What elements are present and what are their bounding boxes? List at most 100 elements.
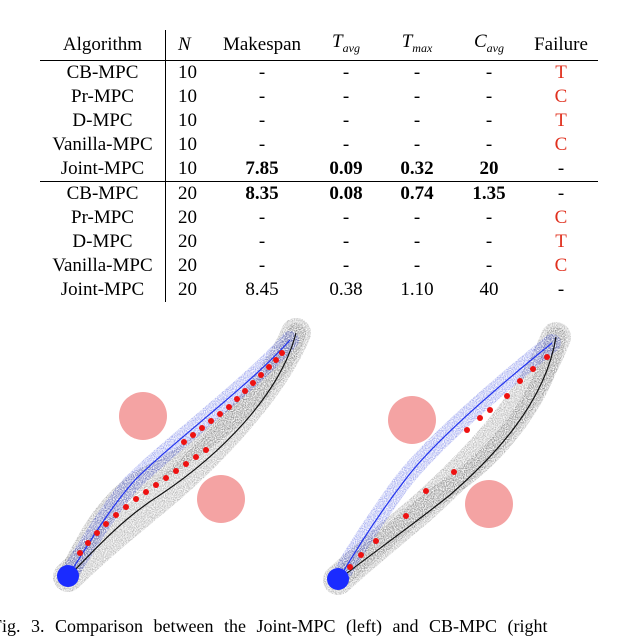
cell-makespan: - [258,254,266,276]
cell-failure: T [555,230,567,252]
cell-makespan: - [258,133,266,155]
right-panel [323,322,571,595]
cell-failure: - [557,278,565,300]
cell-makespan: - [258,206,266,228]
cell-tavg: - [342,230,350,252]
left-panel [53,318,311,592]
cell-tmax: - [413,254,421,276]
right-obstacle-top [388,396,436,444]
header-tavg: Tavg [332,31,360,55]
table-row: Vanilla-MPC 10 - - - - C [40,132,598,157]
cell-n: 20 [178,278,197,300]
cell-tmax: - [413,85,421,107]
cell-algorithm: Joint-MPC [40,277,166,302]
results-table: Algorithm N Makespan Tavg Tmax Cavg Fail… [40,30,598,302]
right-black-path [337,336,557,581]
cell-tavg: - [342,133,350,155]
table-body: CB-MPC 10- - - - T Pr-MPC 10- - - - C D-MPC 10- - - - T Va… [40,60,598,302]
cell-tavg: 0.08 [312,180,380,206]
cell-failure: C [554,254,568,276]
table-row: D-MPC 10 - - - - T [40,108,598,133]
left-obstacle-bottom [197,475,245,523]
cell-tavg: 0.09 [329,157,363,179]
cell-n: 20 [178,254,197,276]
cell-algorithm: Vanilla-MPC [40,253,166,278]
header-tmax: Tmax [401,31,433,55]
cell-cavg: 40 [479,278,499,300]
table-row: D-MPC 20 - - - - T [40,229,598,254]
cell-failure: C [554,85,568,107]
cell-makespan: - [258,109,266,131]
cell-tavg: - [342,109,350,131]
cell-tmax: - [413,61,421,83]
cell-tavg: 0.38 [329,278,363,300]
cell-algorithm: Joint-MPC [40,156,166,182]
left-black-path [67,332,297,578]
left-obstacle-top [119,392,167,440]
cell-algorithm: CB-MPC [40,60,166,85]
cell-algorithm: Vanilla-MPC [40,132,166,157]
cell-cavg: - [485,61,493,83]
cell-tavg: - [342,85,350,107]
header-algorithm: Algorithm [40,30,166,61]
table-row: Vanilla-MPC 20 - - - - C [40,253,598,278]
cell-tmax: - [413,133,421,155]
table-row: Pr-MPC 10 - - - - C [40,84,598,109]
cell-failure: T [555,61,567,83]
left-waypoints [77,350,285,556]
cell-cavg: - [485,230,493,252]
cell-failure: C [554,133,568,155]
right-start-marker [327,568,349,590]
cell-n: 20 [165,180,212,206]
cell-tavg: - [342,61,350,83]
cell-makespan: - [258,85,266,107]
cell-algorithm: D-MPC [40,108,166,133]
cell-cavg: - [485,133,493,155]
right-obstacle-bottom [465,480,513,528]
cell-cavg: 1.35 [454,180,524,206]
cell-tavg: - [342,206,350,228]
cell-cavg: 20 [479,157,499,179]
cell-tmax: 0.74 [380,180,454,206]
table-row: Joint-MPC 20 8.45 0.38 1.10 40 - [40,277,598,302]
cell-failure: - [557,157,565,179]
table-row: Pr-MPC 20 - - - - C [40,205,598,230]
table-header-row: Algorithm N Makespan Tavg Tmax Cavg Fail… [40,30,598,61]
figure-caption: Fig. 3. Comparison between the Joint-MPC… [0,616,548,636]
cell-cavg: - [485,109,493,131]
cell-makespan: 8.35 [212,180,312,206]
cell-n: 10 [178,133,197,155]
header-cavg: Cavg [473,31,504,55]
right-gray-swath [323,322,571,595]
cell-failure: - [524,180,598,206]
cell-algorithm: Pr-MPC [40,205,166,230]
cell-algorithm: D-MPC [40,229,166,254]
cell-makespan: - [258,230,266,252]
header-makespan: Makespan [222,33,302,55]
cell-cavg: - [485,206,493,228]
header-failure: Failure [534,33,588,55]
header-n: N [178,33,191,55]
cell-tmax: 1.10 [400,278,434,300]
cell-algorithm: CB-MPC [40,180,166,206]
cell-cavg: - [485,254,493,276]
right-waypoints [347,354,550,570]
trajectory-figure [53,318,571,595]
table-row: CB-MPC 20 8.35 0.08 0.74 1.35- [40,180,598,206]
cell-makespan: - [258,61,266,83]
results-table-wrapper: Algorithm N Makespan Tavg Tmax Cavg Fail… [0,30,640,302]
left-start-marker [57,565,79,587]
table-row: CB-MPC 10 - - - - T [40,60,598,85]
cell-failure: T [555,109,567,131]
cell-tavg: - [342,254,350,276]
cell-n: 20 [178,230,197,252]
cell-cavg: - [485,85,493,107]
cell-tmax: - [413,206,421,228]
cell-n: 10 [178,85,197,107]
cell-n: 10 [178,61,197,83]
cell-tmax: - [413,109,421,131]
cell-tmax: - [413,230,421,252]
table-row: Joint-MPC 10 7.85 0.09 0.32 20 - [40,156,598,182]
cell-makespan: 7.85 [245,157,279,179]
cell-failure: C [554,206,568,228]
